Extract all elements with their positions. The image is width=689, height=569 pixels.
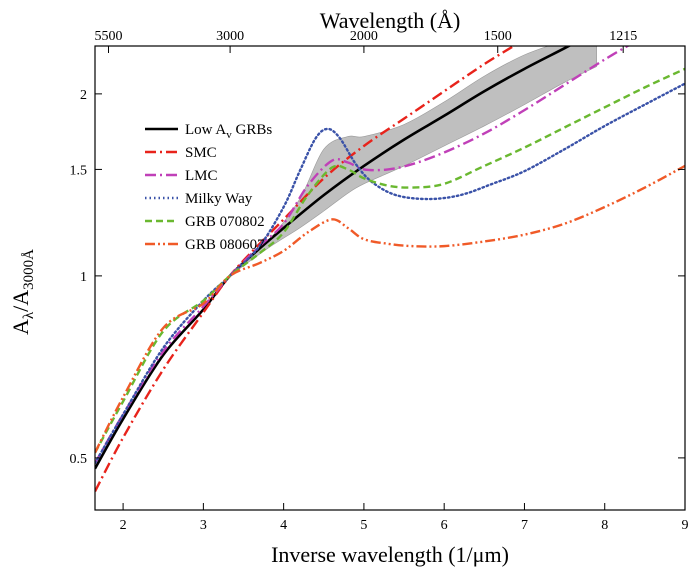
uncertainty-band-area: [229, 46, 597, 277]
x-tick-label: 2: [120, 518, 127, 533]
series-line-milky-way: [95, 82, 685, 465]
top-tick-label: 5500: [94, 29, 122, 44]
series-lines: [95, 46, 685, 493]
axis-ticks: 2 3 4 5 6 7 8 9 0.5 1 1.5 2 5500 3000 2000 1500 1215: [70, 29, 689, 533]
y-tick-label: 2: [80, 88, 87, 103]
x-tick-label: 3: [200, 518, 207, 533]
x-axis-title: Inverse wavelength (1/μm): [271, 542, 509, 567]
y-tick-label: 1: [80, 270, 87, 285]
top-tick-label: 1500: [484, 29, 512, 44]
x-tick-label: 9: [682, 518, 689, 533]
legend-label: Low Av GRBs: [185, 122, 272, 141]
series-line-grb-080607: [95, 164, 685, 454]
legend-label: Milky Way: [185, 191, 253, 207]
x-tick-label: 8: [601, 518, 608, 533]
series-line-grb-070802: [95, 67, 685, 454]
x-tick-label: 7: [521, 518, 528, 533]
legend-label: GRB 080607: [185, 237, 265, 253]
top-tick-label: 2000: [350, 29, 378, 44]
x-tick-label: 5: [360, 518, 367, 533]
plot-frame: [94, 45, 686, 511]
top-axis-title: Wavelength (Å): [320, 8, 461, 33]
legend-label: GRB 070802: [185, 214, 265, 230]
uncertainty-band: [229, 46, 597, 277]
legend-label: SMC: [185, 145, 217, 161]
series-line-low-av-grbs: [95, 46, 572, 470]
x-tick-label: 6: [441, 518, 448, 533]
top-tick-label: 1215: [609, 29, 637, 44]
top-tick-label: 3000: [216, 29, 244, 44]
legend: Low Av GRBs SMC LMC Milky Way GRB 070802 GRB …: [145, 122, 272, 253]
series-line-lmc: [95, 46, 630, 464]
y-axis-title: Aλ/A3000Å: [8, 249, 37, 335]
x-tick-label: 4: [280, 518, 287, 533]
y-tick-label: 1.5: [70, 163, 88, 178]
y-tick-label: 0.5: [70, 452, 88, 467]
legend-label: LMC: [185, 168, 218, 184]
